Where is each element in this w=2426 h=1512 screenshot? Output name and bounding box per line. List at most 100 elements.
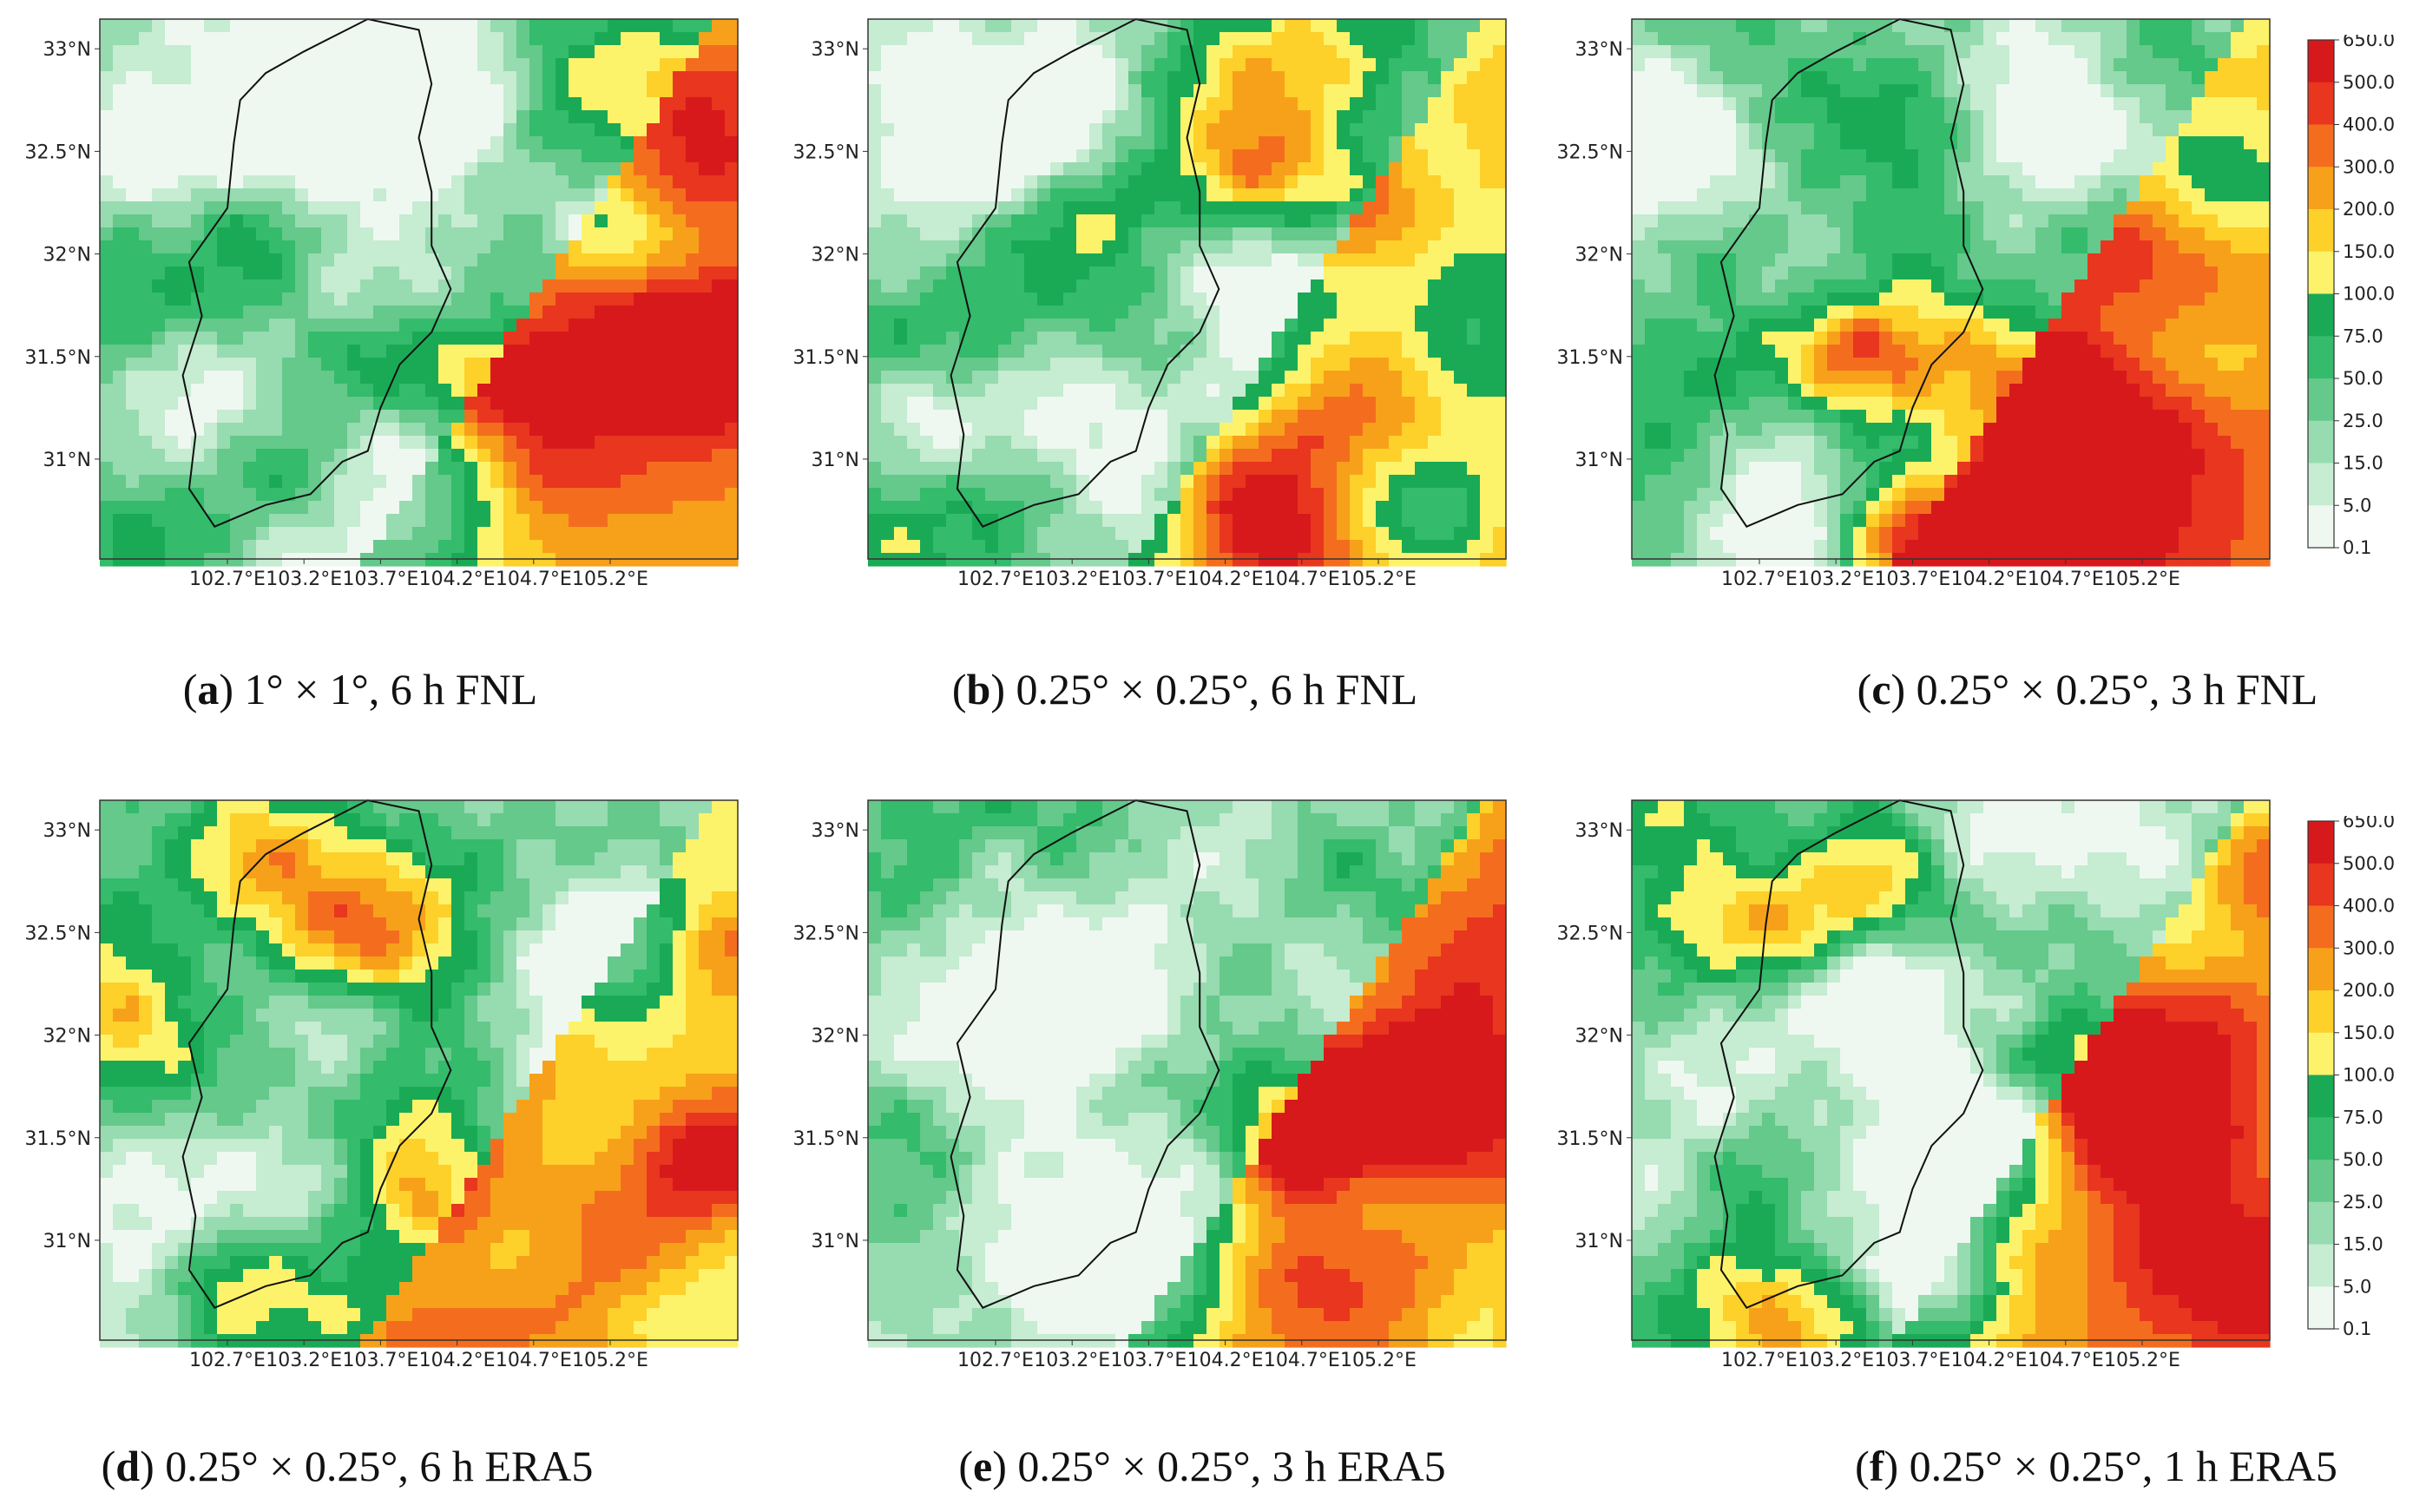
lon-tick-label: 104.7°E	[2028, 569, 2104, 590]
basin-boundary	[1713, 799, 1984, 1309]
colorbar-label: 75.0	[2343, 325, 2383, 346]
colorbar-segment	[2308, 1286, 2334, 1330]
lon-tick-label: 104.7°E	[496, 569, 572, 590]
colorbar-label: 300.0	[2343, 937, 2395, 958]
colorbar-label: 150.0	[2343, 241, 2395, 262]
caption-e: (e) 0.25° × 0.25°, 3 h ERA5	[958, 1442, 1446, 1490]
basin-boundary	[181, 799, 452, 1309]
panel-f: 33°N 32.5°N 32°N 31.5°N 31°N 102.7°E 103.2°E 10…	[1532, 781, 2426, 1512]
lat-tick-label: 32.5°N	[1557, 141, 1623, 163]
map-frame	[99, 799, 739, 1341]
colorbar-label: 650.0	[2343, 35, 2395, 50]
lat-tick-label: 31°N	[43, 450, 91, 471]
colorbar-segment	[2308, 251, 2334, 294]
colorbar-segment	[2308, 1160, 2334, 1203]
lon-tick-label: 105.2°E	[2104, 1350, 2180, 1371]
precipitation-field	[100, 800, 739, 1348]
lat-tick-label: 32.5°N	[793, 141, 859, 163]
colorbar-label: 5.0	[2343, 1276, 2371, 1297]
caption-d: (d) 0.25° × 0.25°, 6 h ERA5	[101, 1442, 594, 1490]
colorbar-segment	[2308, 293, 2334, 337]
colorbar-segment	[2308, 863, 2334, 906]
lat-tick-label: 33°N	[812, 820, 859, 842]
lon-tick-label: 105.2°E	[1340, 569, 1417, 590]
lon-tick-label: 105.2°E	[572, 569, 648, 590]
map-frame	[1631, 18, 2271, 560]
lat-tick-label: 32°N	[1575, 245, 1623, 266]
lat-tick-label: 33°N	[812, 39, 859, 61]
lon-tick-label: 103.7°E	[1110, 1350, 1187, 1371]
lat-tick-label: 32.5°N	[1557, 923, 1623, 944]
colorbar-segment	[2308, 336, 2334, 379]
colorbar-segment	[2308, 1201, 2334, 1245]
lon-tick-label: 104.7°E	[496, 1350, 572, 1371]
colorbar-segment	[2308, 948, 2334, 991]
lon-tick-label: 104.2°E	[419, 1350, 496, 1371]
colorbar-segment	[2308, 905, 2334, 949]
lat-tick-label: 33°N	[43, 820, 91, 842]
panel-a: 33°N 32.5°N 32°N 31.5°N 31°N 102.7°E 103.2°E 10…	[0, 0, 781, 746]
colorbar-label: 100.0	[2343, 284, 2395, 305]
lon-tick-label: 102.7°E	[189, 569, 266, 590]
lat-tick-label: 31°N	[1575, 1231, 1623, 1252]
lon-tick-label: 102.7°E	[957, 1350, 1034, 1371]
colorbar-segment	[2308, 1117, 2334, 1160]
colorbar-segment	[2308, 124, 2334, 168]
lat-tick-label: 32.5°N	[25, 923, 91, 944]
lon-tick-label: 102.7°E	[1721, 569, 1798, 590]
lon-tick-label: 102.7°E	[1721, 1350, 1798, 1371]
map-frame	[1631, 799, 2271, 1341]
panel-c: 33°N 32.5°N 32°N 31.5°N 31°N 102.7°E 103.2°E 10…	[1532, 0, 2426, 746]
colorbar-label: 200.0	[2343, 199, 2395, 220]
precipitation-field	[868, 800, 1507, 1348]
colorbar-label: 25.0	[2343, 1192, 2383, 1213]
lat-tick-label: 31.5°N	[793, 1128, 859, 1150]
lon-tick-label: 104.2°E	[1187, 1350, 1264, 1371]
lon-tick-label: 103.2°E	[1034, 569, 1110, 590]
colorbar-segment	[2308, 821, 2334, 864]
map-frame	[99, 18, 739, 560]
colorbar-label: 300.0	[2343, 156, 2395, 177]
colorbar-segment	[2308, 167, 2334, 210]
lat-tick-label: 31.5°N	[25, 347, 91, 369]
lon-tick-label: 104.2°E	[1951, 569, 2028, 590]
colorbar-segment	[2308, 1244, 2334, 1287]
lat-tick-label: 31.5°N	[1557, 1128, 1623, 1150]
lon-tick-label: 103.2°E	[266, 1350, 342, 1371]
precipitation-field	[1632, 800, 2271, 1348]
lon-tick-label: 102.7°E	[957, 569, 1034, 590]
panel-e: 33°N 32.5°N 32°N 31.5°N 31°N 102.7°E 103.2°E 10…	[768, 781, 1549, 1512]
map-frame	[867, 18, 1507, 560]
colorbar-segment	[2308, 420, 2334, 463]
lat-tick-label: 33°N	[1575, 820, 1623, 842]
colorbar-label: 15.0	[2343, 1234, 2383, 1255]
panel-d: 33°N 32.5°N 32°N 31.5°N 31°N 102.7°E 103.2°E 10…	[0, 781, 781, 1512]
colorbar-label: 150.0	[2343, 1022, 2395, 1043]
colorbar-label: 500.0	[2343, 72, 2395, 93]
lat-tick-label: 31°N	[1575, 450, 1623, 471]
lat-tick-label: 31°N	[43, 1231, 91, 1252]
lon-tick-label: 103.7°E	[342, 1350, 418, 1371]
basin-boundary	[950, 799, 1220, 1309]
colorbar-segment	[2308, 82, 2334, 125]
lat-tick-label: 33°N	[43, 39, 91, 61]
lon-tick-label: 103.7°E	[342, 569, 418, 590]
lon-tick-label: 103.7°E	[1874, 1350, 1950, 1371]
colorbar-label: 400.0	[2343, 896, 2395, 917]
lon-tick-label: 105.2°E	[572, 1350, 648, 1371]
lon-tick-label: 105.2°E	[1340, 1350, 1417, 1371]
colorbar-label: 500.0	[2343, 853, 2395, 874]
colorbar-label: 15.0	[2343, 453, 2383, 474]
colorbar-label: 0.1	[2343, 1318, 2371, 1337]
lat-tick-label: 31.5°N	[793, 347, 859, 369]
lat-tick-label: 32.5°N	[793, 923, 859, 944]
lat-tick-label: 31.5°N	[25, 1128, 91, 1150]
lon-tick-label: 103.2°E	[1798, 1350, 1874, 1371]
lat-tick-label: 31.5°N	[1557, 347, 1623, 369]
colorbar-bottom: 650.0 500.0 400.0 300.0 200.0 150.0 100.0 75.0 5…	[2307, 816, 2395, 1337]
colorbar-label: 50.0	[2343, 368, 2383, 389]
lon-tick-label: 105.2°E	[2104, 569, 2180, 590]
